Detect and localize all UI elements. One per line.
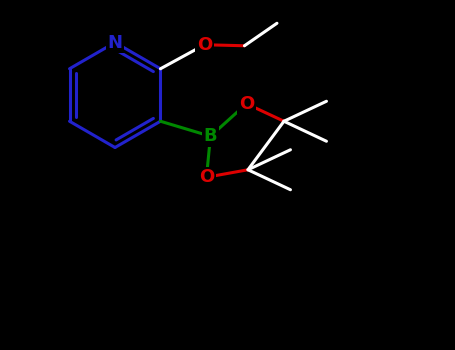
Text: O: O [239, 95, 254, 113]
Text: B: B [204, 127, 217, 145]
Text: O: O [197, 36, 212, 54]
Text: O: O [199, 168, 214, 186]
Text: N: N [107, 34, 122, 51]
